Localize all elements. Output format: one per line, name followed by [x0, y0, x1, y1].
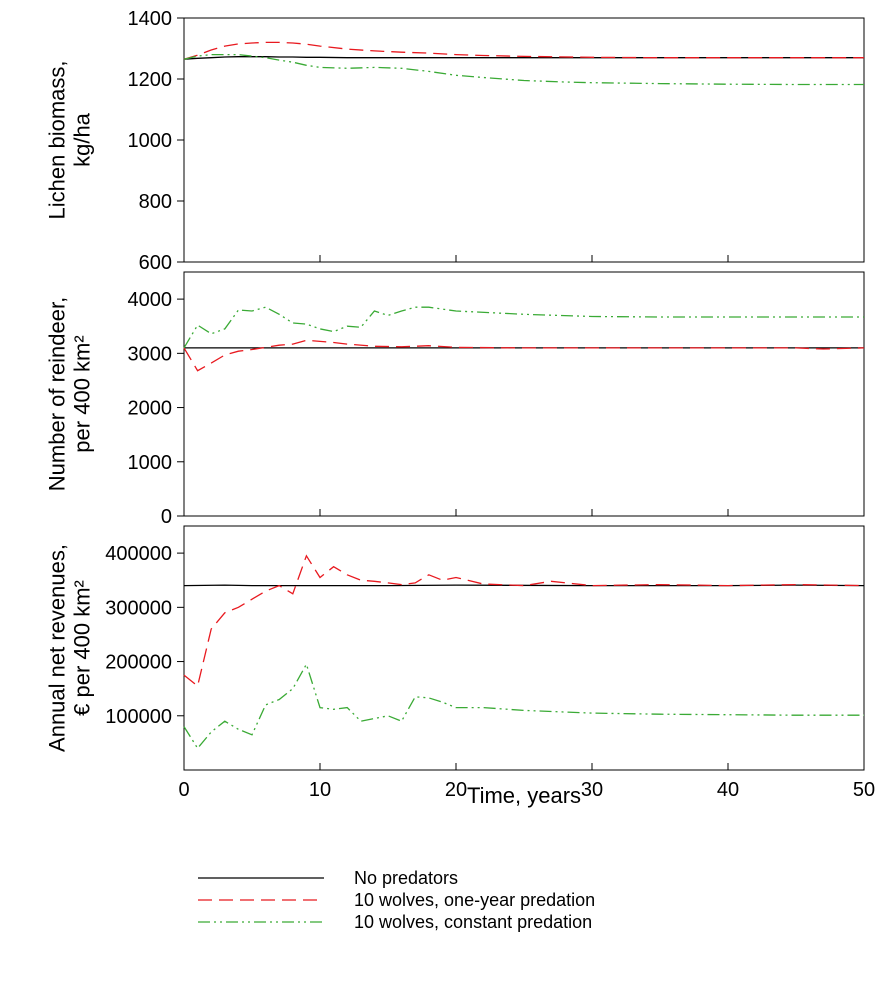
y-tick-label: 600 — [139, 252, 172, 274]
legend-label: 10 wolves, constant predation — [354, 912, 592, 932]
y-tick-label: 1000 — [128, 130, 173, 152]
series-line-3 — [183, 662, 864, 750]
y-tick-label: 100000 — [105, 706, 172, 728]
y-axis-title-line: € per 400 km² — [70, 580, 95, 716]
x-axis-title: Time, years — [467, 783, 581, 808]
series-line-3 — [183, 306, 864, 349]
y-axis-title-line: kg/ha — [70, 112, 95, 167]
y-axis-title: Number of reindeer,per 400 km² — [44, 297, 94, 491]
series-line-2 — [183, 41, 864, 60]
y-axis-title-line: Lichen biomass, — [44, 61, 69, 220]
panel-2: 0 1000 2000 3000 4000 Number of reindeer,per … — [44, 271, 865, 528]
x-tick-label: 10 — [309, 779, 331, 801]
y-axis-title-line: Number of reindeer, — [44, 297, 69, 491]
y-axis-title: Annual net revenues,€ per 400 km² — [44, 544, 94, 752]
plot-frame — [183, 525, 865, 771]
series-line-2 — [183, 554, 865, 688]
legend-label: 10 wolves, one-year predation — [354, 890, 595, 910]
y-axis-title-line: per 400 km² — [70, 335, 95, 452]
y-axis-title-line: Annual net revenues, — [44, 544, 69, 752]
x-tick-label: 50 — [853, 779, 875, 801]
legend-label: No predators — [354, 868, 458, 888]
plot-frame — [183, 271, 865, 517]
y-tick-label: 2000 — [128, 398, 173, 420]
y-tick-label: 4000 — [128, 289, 173, 311]
y-tick-label: 1400 — [128, 8, 173, 30]
y-tick-label: 3000 — [128, 343, 173, 365]
y-tick-label: 300000 — [105, 597, 172, 619]
series-line-2 — [183, 339, 865, 372]
y-tick-label: 800 — [139, 191, 172, 213]
y-tick-label: 200000 — [105, 652, 172, 674]
y-tick-label: 0 — [161, 506, 172, 528]
chart-panels: 600 800 1000 1200 1400 Lichen biomass,kg/ha 0 1… — [44, 8, 875, 801]
y-tick-label: 1000 — [128, 452, 173, 474]
y-tick-label: 400000 — [105, 543, 172, 565]
y-axis-title: Lichen biomass,kg/ha — [44, 61, 94, 220]
series-line-3 — [183, 53, 864, 86]
y-tick-label: 1200 — [128, 69, 173, 91]
panel-1: 600 800 1000 1200 1400 Lichen biomass,kg/ha — [44, 8, 865, 274]
plot-frame — [183, 17, 865, 263]
x-tick-label: 40 — [717, 779, 739, 801]
x-tick-label: 0 — [178, 779, 189, 801]
x-tick-label: 30 — [581, 779, 603, 801]
x-tick-label: 20 — [445, 779, 467, 801]
panel-3: 0 10 20 30 40 50 100000 200000 300000 400000 Annua… — [44, 525, 875, 801]
